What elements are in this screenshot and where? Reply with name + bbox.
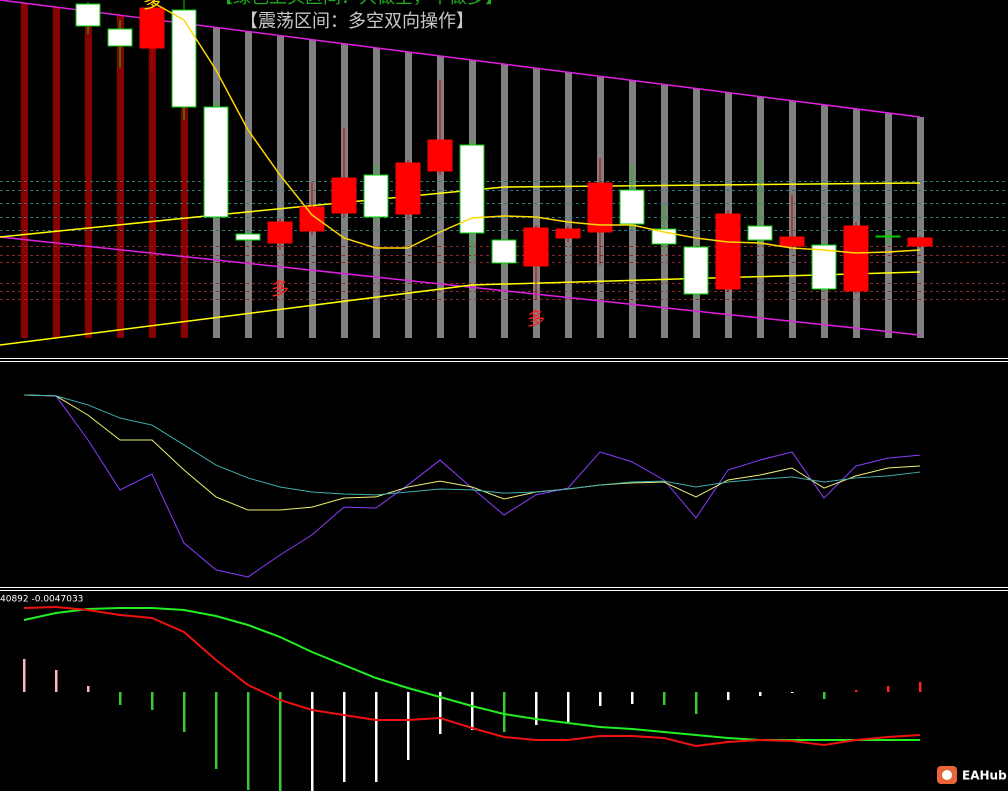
histogram-bar bbox=[55, 670, 58, 692]
range-bar bbox=[245, 31, 252, 339]
candle-body bbox=[107, 28, 133, 47]
oscillator-line bbox=[23, 394, 921, 578]
histogram-bar bbox=[503, 692, 506, 732]
candle-body bbox=[203, 106, 229, 218]
histogram-bar bbox=[215, 692, 218, 769]
candle-body bbox=[267, 221, 293, 244]
histogram-bar bbox=[791, 692, 794, 693]
histogram-bar bbox=[87, 686, 90, 692]
range-bar bbox=[821, 104, 828, 338]
watermark: EAHub bbox=[962, 769, 1007, 783]
candle-body bbox=[523, 227, 549, 267]
candle-body bbox=[171, 9, 197, 108]
title: 【绿色上头区间：只做空，不做多】 bbox=[215, 0, 503, 8]
range-bar bbox=[117, 15, 124, 339]
range-bar bbox=[181, 23, 188, 339]
subtitle: 【震荡区间：多空双向操作】 bbox=[240, 11, 474, 32]
candle-body bbox=[363, 174, 389, 218]
signal-label: 多 bbox=[527, 309, 545, 330]
signal-line bbox=[23, 605, 921, 748]
candle-body bbox=[747, 225, 773, 241]
candle-body bbox=[299, 206, 325, 232]
candle-body bbox=[619, 189, 645, 225]
range-bar bbox=[565, 72, 572, 339]
candle-body bbox=[843, 225, 869, 292]
moving-average bbox=[151, 1, 921, 254]
candle-body bbox=[779, 236, 805, 247]
candle-body bbox=[427, 139, 453, 172]
histogram-bar bbox=[759, 692, 762, 696]
range-bar bbox=[501, 64, 508, 339]
logo-icon bbox=[942, 770, 952, 780]
candle-body bbox=[555, 228, 581, 239]
candle-body bbox=[875, 235, 901, 238]
range-bar bbox=[21, 3, 28, 338]
histogram-bar bbox=[887, 686, 890, 692]
signal-label: 多 bbox=[271, 279, 289, 300]
histogram-bar bbox=[695, 692, 698, 714]
histogram-bar bbox=[855, 690, 858, 692]
histogram-bar bbox=[343, 692, 346, 782]
histogram-bar bbox=[919, 682, 922, 692]
channel-line bbox=[0, 182, 921, 238]
range-bar bbox=[149, 19, 156, 338]
histogram-bar bbox=[599, 692, 602, 706]
range-bar bbox=[917, 117, 924, 338]
range-bar bbox=[85, 11, 92, 338]
range-bar bbox=[437, 55, 444, 339]
candle-body bbox=[331, 177, 357, 214]
histogram-bar bbox=[567, 692, 570, 722]
logo: EAHub bbox=[937, 766, 1007, 784]
candle-body bbox=[683, 246, 709, 295]
oscillator-line bbox=[23, 394, 921, 496]
range-bar bbox=[885, 112, 892, 338]
range-bar bbox=[53, 7, 60, 339]
histogram-bar bbox=[23, 659, 26, 692]
histogram-bar bbox=[727, 692, 730, 700]
candle-body bbox=[907, 237, 933, 247]
histogram-bar bbox=[407, 692, 410, 760]
histogram-bar bbox=[279, 692, 282, 791]
candle-body bbox=[395, 162, 421, 215]
candle-body bbox=[811, 244, 837, 290]
candle-body bbox=[235, 233, 261, 241]
histogram-bar bbox=[439, 692, 442, 734]
histogram-bar bbox=[471, 692, 474, 730]
candle-body bbox=[459, 144, 485, 234]
oscillator-line bbox=[23, 394, 921, 511]
candle-body bbox=[75, 3, 101, 27]
histogram-bar bbox=[375, 692, 378, 782]
histogram-bar bbox=[535, 692, 538, 725]
histogram-bar bbox=[183, 692, 186, 732]
histogram-bar bbox=[823, 692, 826, 699]
indicator-label: 40892 -0.0047033 bbox=[0, 595, 83, 605]
histogram-bar bbox=[631, 692, 634, 704]
range-bar bbox=[693, 88, 700, 338]
histogram-bar bbox=[663, 692, 666, 705]
candle-body bbox=[715, 213, 741, 290]
histogram-bar bbox=[119, 692, 122, 705]
signal-label: 多 bbox=[143, 0, 161, 13]
histogram-bar bbox=[151, 692, 154, 710]
channel-line bbox=[0, 271, 921, 346]
candle-body bbox=[139, 7, 165, 49]
candle-body bbox=[491, 239, 517, 264]
histogram-bar bbox=[311, 692, 314, 791]
histogram-bar bbox=[247, 692, 250, 790]
range-bar bbox=[277, 35, 284, 338]
